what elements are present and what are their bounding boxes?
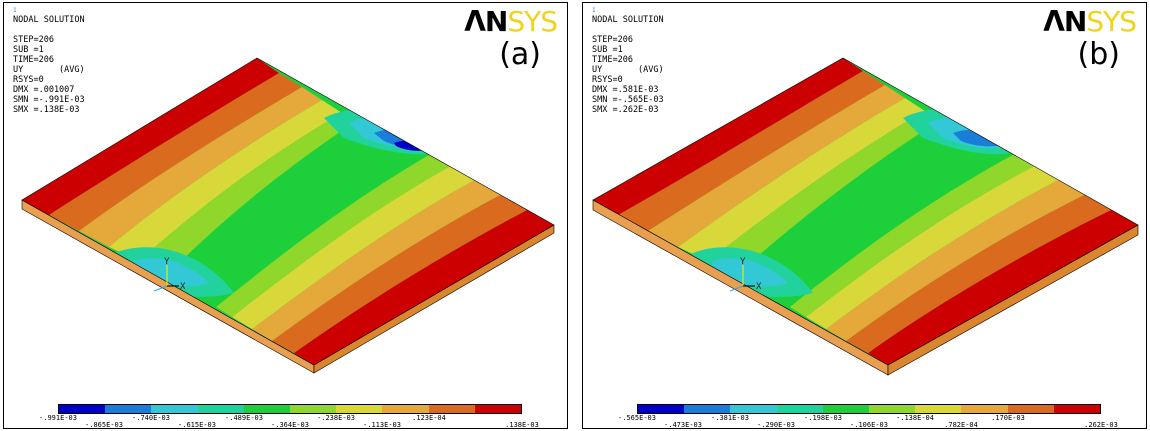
legend-tick: -.489E-03: [225, 414, 263, 422]
legend-tick: -.740E-03: [132, 414, 170, 422]
axis-x-label: X: [756, 282, 762, 292]
legend-swatch: [336, 405, 383, 413]
legend-tick: -.473E-03: [664, 421, 702, 429]
legend-tick: -.290E-03: [757, 421, 795, 429]
info-line: SMX =.262E-03: [592, 105, 659, 115]
legend-swatch: [730, 405, 777, 413]
ansys-logo: ΛNSYS: [464, 5, 558, 38]
legend-tick: .123E-04: [412, 414, 446, 422]
solution-info: 1 NODAL SOLUTION STEP=206 SUB =1 TIME=206…: [13, 7, 85, 115]
legend-tick: .138E-03: [505, 421, 539, 429]
contour-bands: [593, 58, 1138, 365]
info-line: TIME=206: [13, 55, 54, 65]
window-number: 1: [13, 7, 17, 14]
legend-tick: .262E-03: [1084, 421, 1118, 429]
legend-tick: -.113E-03: [363, 421, 401, 429]
window-number: 1: [592, 7, 596, 14]
axis-y-label: Y: [740, 257, 746, 267]
info-line: SMX =.138E-03: [13, 105, 80, 115]
legend-swatch: [59, 405, 106, 413]
legend-swatch: [1053, 405, 1101, 413]
legend-tick: -.615E-03: [178, 421, 216, 429]
legend-swatch: [290, 405, 337, 413]
legend-tick: -.106E-03: [850, 421, 888, 429]
legend-swatch: [869, 405, 916, 413]
legend-swatch: [961, 405, 1008, 413]
legend-swatch: [822, 405, 870, 413]
info-line: DMX =.001007: [13, 85, 75, 95]
contour-bands: [22, 58, 554, 365]
axis-y-label: Y: [164, 257, 170, 267]
legend-tick: -.381E-03: [711, 414, 749, 422]
legend-tick: .170E-03: [991, 414, 1025, 422]
color-legend: [58, 404, 522, 414]
info-line: STEP=206: [13, 35, 54, 45]
legend-swatch: [105, 405, 152, 413]
axis-x-label: X: [180, 282, 186, 292]
legend-swatch: [474, 405, 522, 413]
legend-tick: .782E-04: [944, 421, 978, 429]
color-legend: [637, 404, 1101, 414]
info-line: UY (AVG): [13, 65, 85, 75]
axis-triad: [153, 265, 179, 292]
legend-tick: -.565E-03: [618, 414, 656, 422]
info-line: NODAL SOLUTION: [592, 15, 664, 25]
contour-plot: Y X: [21, 57, 555, 374]
axis-triad: [729, 265, 755, 292]
info-line: UY (AVG): [592, 65, 664, 75]
legend-tick: -.991E-03: [39, 414, 77, 422]
info-line: STEP=206: [592, 35, 633, 45]
ansys-logo: ΛNSYS: [1043, 5, 1137, 38]
panel-label: (a): [499, 37, 541, 72]
info-line: SUB =1: [13, 45, 44, 55]
info-line: TIME=206: [592, 55, 633, 65]
legend-tick: -.138E-04: [896, 414, 934, 422]
contour-panel-b: 1 NODAL SOLUTION STEP=206 SUB =1 TIME=206…: [582, 2, 1147, 429]
legend-tick: -.364E-03: [271, 421, 309, 429]
info-line: DMX =.581E-03: [592, 85, 659, 95]
info-line: SMN =-.991E-03: [13, 95, 85, 105]
legend-swatch: [197, 405, 244, 413]
legend-swatch: [428, 405, 475, 413]
contour-panel-a: 1 NODAL SOLUTION STEP=206 SUB =1 TIME=206…: [3, 2, 568, 429]
legend-swatch: [776, 405, 823, 413]
legend-swatch: [243, 405, 291, 413]
legend-swatch: [151, 405, 198, 413]
legend-tick: -.198E-03: [804, 414, 842, 422]
contour-plot: Y X: [592, 57, 1139, 376]
legend-tick: -.238E-03: [317, 414, 355, 422]
panel-label: (b): [1077, 37, 1120, 72]
legend-swatch: [684, 405, 731, 413]
legend-tick: -.865E-03: [85, 421, 123, 429]
info-line: SUB =1: [592, 45, 623, 55]
info-line: SMN =-.565E-03: [592, 95, 664, 105]
legend-swatch: [915, 405, 962, 413]
info-line: NODAL SOLUTION: [13, 15, 85, 25]
solution-info: 1 NODAL SOLUTION STEP=206 SUB =1 TIME=206…: [592, 7, 664, 115]
legend-swatch: [382, 405, 429, 413]
info-line: RSYS=0: [592, 75, 623, 85]
legend-swatch: [1007, 405, 1054, 413]
info-line: RSYS=0: [13, 75, 44, 85]
legend-swatch: [638, 405, 685, 413]
